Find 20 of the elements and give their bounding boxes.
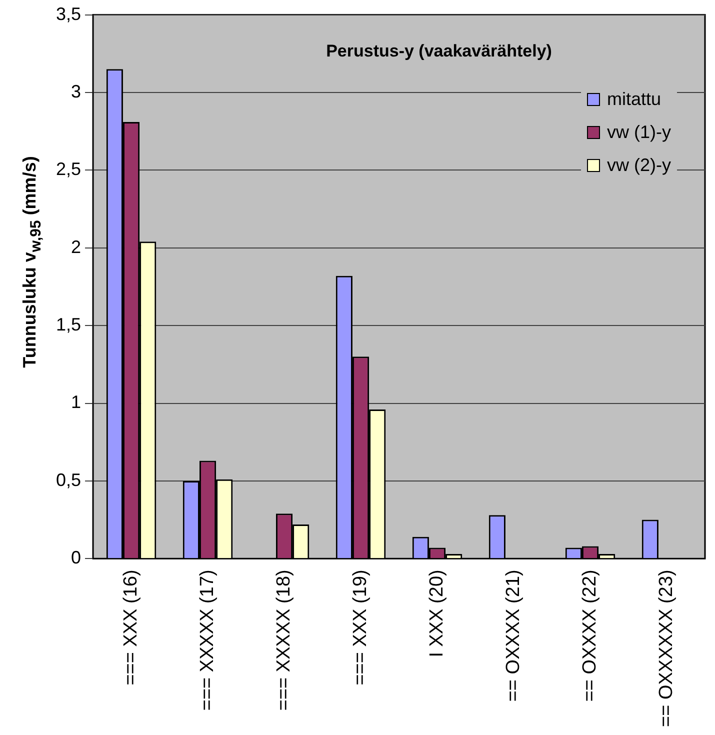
legend-label: mitattu	[607, 88, 662, 110]
text: Perustus-y (vaakavärähtely)	[326, 41, 552, 60]
x-tick-label: == OXXXX (22)	[579, 570, 600, 702]
x-tick-label: === XXX (19)	[350, 570, 371, 686]
x-tick-label: === XXX (16)	[120, 570, 142, 686]
x-tick-label: I XXX (20)	[426, 570, 448, 658]
y-tick-label: 2,5	[56, 159, 82, 180]
legend-label: vw (2)-y	[607, 154, 671, 176]
y-tick-label: 0,5	[56, 470, 82, 490]
y-tick-label: 1,5	[56, 314, 82, 335]
y-tick-label: 2	[71, 236, 82, 257]
y-tick-label: 1	[71, 392, 82, 412]
y-tick-label: 3	[71, 81, 82, 102]
y-tick-label: 0	[71, 548, 82, 568]
x-tick-label: === XXXXX (18)	[274, 570, 294, 711]
x-tick-label: == OXXXXXX (23)	[656, 570, 677, 728]
y-tick-label: 3,5	[56, 4, 82, 24]
x-tick-label: == OXXXX (21)	[502, 570, 524, 702]
legend-label: vw (1)-y	[607, 122, 671, 143]
x-tick-label: === XXXXX (17)	[197, 570, 218, 711]
